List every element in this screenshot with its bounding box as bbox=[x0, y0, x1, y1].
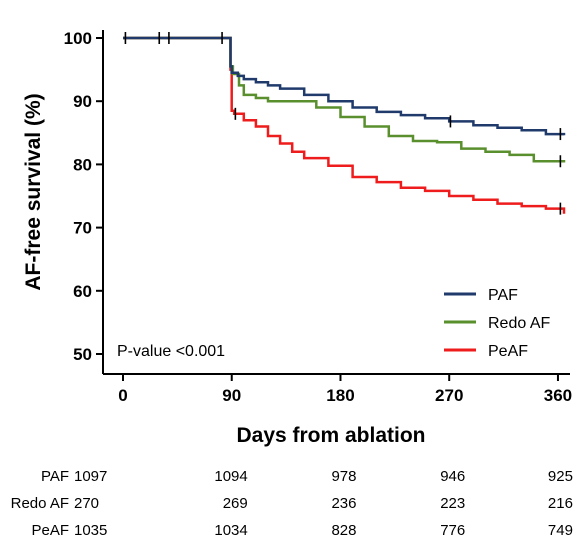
y-tick-label: 80 bbox=[73, 155, 92, 174]
risk-cell: 925 bbox=[548, 468, 573, 485]
risk-cell: 749 bbox=[548, 522, 573, 539]
risk-cell: 1035 bbox=[74, 522, 107, 539]
y-tick-label: 70 bbox=[73, 219, 92, 238]
risk-cell: 236 bbox=[331, 495, 356, 512]
x-tick-label: 90 bbox=[222, 386, 241, 405]
risk-table: PAF 1097 1094 978 946 925 Redo AF 270 269 236 223 2… bbox=[11, 468, 573, 539]
risk-cell: 776 bbox=[440, 522, 465, 539]
x-tick-label: 360 bbox=[544, 386, 572, 405]
risk-row-label: PeAF bbox=[31, 522, 69, 539]
legend-label-paf: PAF bbox=[488, 287, 518, 304]
y-tick-label: 90 bbox=[73, 92, 92, 111]
y-tick-label: 50 bbox=[73, 345, 92, 364]
risk-cell: 1034 bbox=[214, 522, 247, 539]
risk-cell: 946 bbox=[440, 468, 465, 485]
risk-cell: 270 bbox=[74, 495, 99, 512]
x-tick-label: 270 bbox=[435, 386, 463, 405]
legend-label-peaf: PeAF bbox=[488, 343, 528, 360]
x-tick-label: 0 bbox=[118, 386, 127, 405]
risk-row-label: Redo AF bbox=[11, 495, 69, 512]
series-layer bbox=[123, 32, 566, 215]
risk-row-label: PAF bbox=[41, 468, 69, 485]
p-value-annotation: P-value <0.001 bbox=[117, 343, 225, 360]
series-line-paf bbox=[123, 36, 566, 136]
risk-cell: 269 bbox=[223, 495, 248, 512]
series-line-peaf bbox=[123, 36, 566, 214]
risk-cell: 828 bbox=[331, 522, 356, 539]
risk-cell: 978 bbox=[331, 468, 356, 485]
y-axis-title: AF-free survival (%) bbox=[22, 93, 45, 290]
risk-cell: 216 bbox=[548, 495, 573, 512]
legend-label-redo-af: Redo AF bbox=[488, 315, 550, 332]
risk-cell: 1097 bbox=[74, 468, 107, 485]
x-tick-label: 180 bbox=[326, 386, 354, 405]
axes: 100 90 80 70 60 50 0 90 180 270 360 bbox=[64, 29, 573, 405]
risk-cell: 1094 bbox=[214, 468, 247, 485]
legend: PAF Redo AF PeAF bbox=[444, 287, 550, 360]
x-axis-title: Days from ablation bbox=[236, 424, 425, 447]
y-tick-label: 60 bbox=[73, 282, 92, 301]
y-tick-label: 100 bbox=[64, 29, 92, 48]
risk-cell: 223 bbox=[440, 495, 465, 512]
